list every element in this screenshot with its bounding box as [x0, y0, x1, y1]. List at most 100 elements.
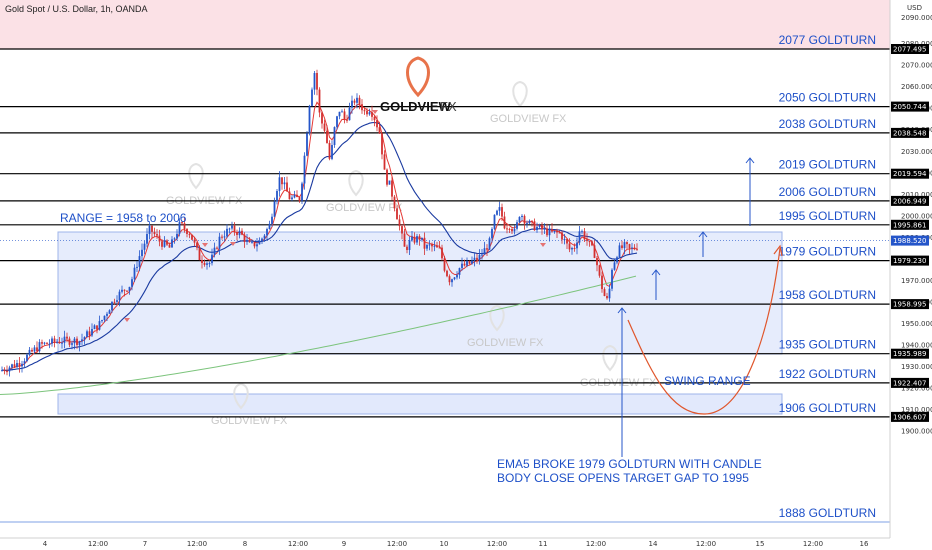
- y-tick-label: 2030.000: [901, 148, 932, 156]
- candle-body: [46, 342, 48, 344]
- level-label: 2006 GOLDTURN: [779, 185, 876, 199]
- note-line-2: BODY CLOSE OPENS TARGET GAP TO 1995: [497, 471, 749, 485]
- y-tick-label: 2010.000: [901, 191, 932, 199]
- candle-body: [551, 229, 553, 232]
- candle-body: [146, 234, 148, 244]
- candle-body: [111, 301, 113, 311]
- level-label: 2050 GOLDTURN: [779, 91, 876, 105]
- candle-body: [531, 220, 533, 222]
- candle-body: [471, 260, 473, 264]
- level-label: 1935 GOLDTURN: [779, 338, 876, 352]
- candle-body: [351, 100, 353, 108]
- candle-body: [293, 194, 296, 198]
- candle-body: [436, 245, 438, 248]
- candle-body: [391, 180, 393, 197]
- level-price-tag: [891, 101, 929, 112]
- candle-body: [26, 354, 28, 361]
- watermarks: GOLDVIEW FX GOLDVIEW FX GOLDVIEW FX GOLDVIE…: [166, 80, 657, 427]
- candle-body: [186, 229, 188, 234]
- candle-body: [283, 182, 286, 185]
- candle-body: [506, 228, 508, 230]
- x-tick-label: 12:00: [487, 540, 507, 548]
- logo-brand: GOLDVIEW: [380, 99, 452, 114]
- candle-body: [18, 363, 21, 367]
- candle-body: [168, 244, 171, 248]
- candle-body: [236, 232, 238, 235]
- candle-body: [553, 230, 556, 232]
- candle-body: [243, 234, 246, 242]
- candle-body: [138, 256, 141, 267]
- candle-body: [286, 182, 288, 192]
- level-price-tag: [891, 255, 929, 266]
- candle-body: [161, 241, 163, 247]
- candle-body: [581, 231, 583, 233]
- candle-body: [318, 89, 321, 113]
- x-tick-label: 12:00: [187, 540, 207, 548]
- candle-body: [291, 197, 293, 200]
- candle-body: [468, 261, 471, 264]
- candle-body: [353, 100, 356, 103]
- candle-body: [273, 201, 276, 217]
- candle-body: [511, 229, 513, 232]
- candle-body: [53, 338, 56, 342]
- candle-body: [321, 112, 323, 124]
- candle-body: [153, 231, 156, 235]
- logo-pin-icon: [406, 56, 430, 98]
- watermark-text: GOLDVIEW FX: [211, 415, 288, 427]
- signal-marker: [230, 242, 236, 246]
- candle-body: [118, 291, 121, 301]
- candle-body: [181, 222, 183, 224]
- candle-body: [341, 111, 343, 113]
- candle-body: [81, 339, 83, 342]
- candle-body: [253, 241, 256, 247]
- candle-body: [121, 289, 123, 292]
- candle-body: [73, 338, 76, 344]
- candle-body: [33, 347, 36, 352]
- x-tick-label: 16: [860, 540, 869, 548]
- candles: [1, 69, 638, 377]
- candle-body: [233, 225, 236, 233]
- candle-body: [83, 337, 86, 340]
- candle-body: [398, 219, 401, 227]
- goldturn-levels: 2077 GOLDTURN 2050 GOLDTURN 2038 GOLDTURN 2…: [0, 33, 890, 523]
- candle-body: [448, 276, 451, 283]
- candle-body: [606, 296, 608, 299]
- x-tick-label: 7: [143, 540, 147, 548]
- signal-marker: [540, 243, 546, 247]
- level-price-tag: [891, 377, 929, 388]
- candle-body: [178, 222, 181, 234]
- x-tick-label: 12:00: [387, 540, 407, 548]
- candle-body: [423, 237, 426, 249]
- level-label: 1922 GOLDTURN: [779, 367, 876, 381]
- candle-body: [533, 221, 536, 231]
- y-tick-label: 2070.000: [901, 62, 932, 70]
- candle-body: [366, 110, 368, 115]
- candle-body: [108, 310, 111, 314]
- level-price-tag-text: 1922.407: [893, 379, 926, 387]
- currency-label: USD: [907, 4, 922, 12]
- watermark-icon: [348, 169, 364, 197]
- candle-body: [373, 116, 376, 121]
- candle-body: [526, 223, 528, 225]
- candle-body: [463, 263, 466, 266]
- candle-body: [383, 154, 386, 170]
- candle-body: [221, 236, 223, 238]
- candle-body: [201, 260, 203, 263]
- candle-body: [268, 223, 271, 229]
- goldview-logo: GOLDVIEW FX: [380, 56, 457, 114]
- candle-body: [86, 331, 88, 338]
- note-pointer-arrow-head: [617, 307, 627, 314]
- candle-body: [461, 263, 463, 268]
- level-price-tag-text: 1935.989: [893, 350, 926, 358]
- level-price-tag-text: 2038.548: [893, 129, 926, 137]
- candle-body: [476, 257, 478, 260]
- candle-body: [361, 104, 363, 111]
- level-label: 2019 GOLDTURN: [779, 158, 876, 172]
- level-price-tag-text: 1995.861: [893, 221, 926, 229]
- candle-body: [331, 145, 333, 159]
- candle-body: [416, 236, 418, 243]
- y-tick-label: 1970.000: [901, 277, 932, 285]
- level-price-tag: [891, 411, 929, 422]
- candle-body: [16, 363, 18, 367]
- candle-body: [288, 191, 291, 200]
